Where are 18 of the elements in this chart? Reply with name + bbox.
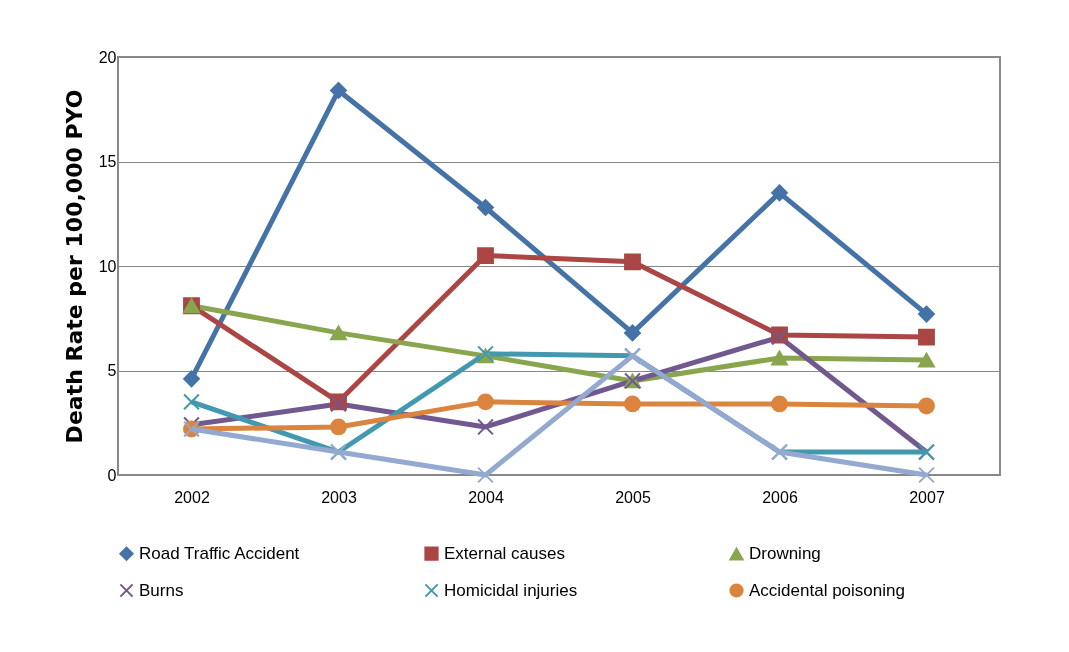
legend-label: Road Traffic Accident — [139, 543, 300, 563]
y-tick-label: 0 — [107, 466, 117, 484]
x-tick-label: 2007 — [909, 488, 945, 506]
x-tick-label: 2005 — [615, 488, 651, 506]
x-tick-label: 2006 — [762, 488, 798, 506]
legend-label: Accidental poisoning — [749, 580, 905, 600]
x-tick-label: 2004 — [468, 488, 504, 506]
y-tick-label: 10 — [98, 257, 117, 275]
y-tick-label: 20 — [98, 48, 117, 66]
legend-label: Drowning — [749, 544, 821, 564]
legend-label: Burns — [139, 580, 184, 600]
y-tick-label: 15 — [98, 153, 117, 170]
legend-label: Homicidal injuries — [444, 580, 578, 600]
legend-label: External causes — [444, 543, 565, 563]
x-tick-label: 2002 — [174, 488, 210, 506]
y-axis-title: Death Rate per 100,000 PYO — [61, 89, 87, 444]
x-tick-label: 2003 — [321, 488, 357, 506]
y-tick-label: 5 — [107, 362, 117, 379]
